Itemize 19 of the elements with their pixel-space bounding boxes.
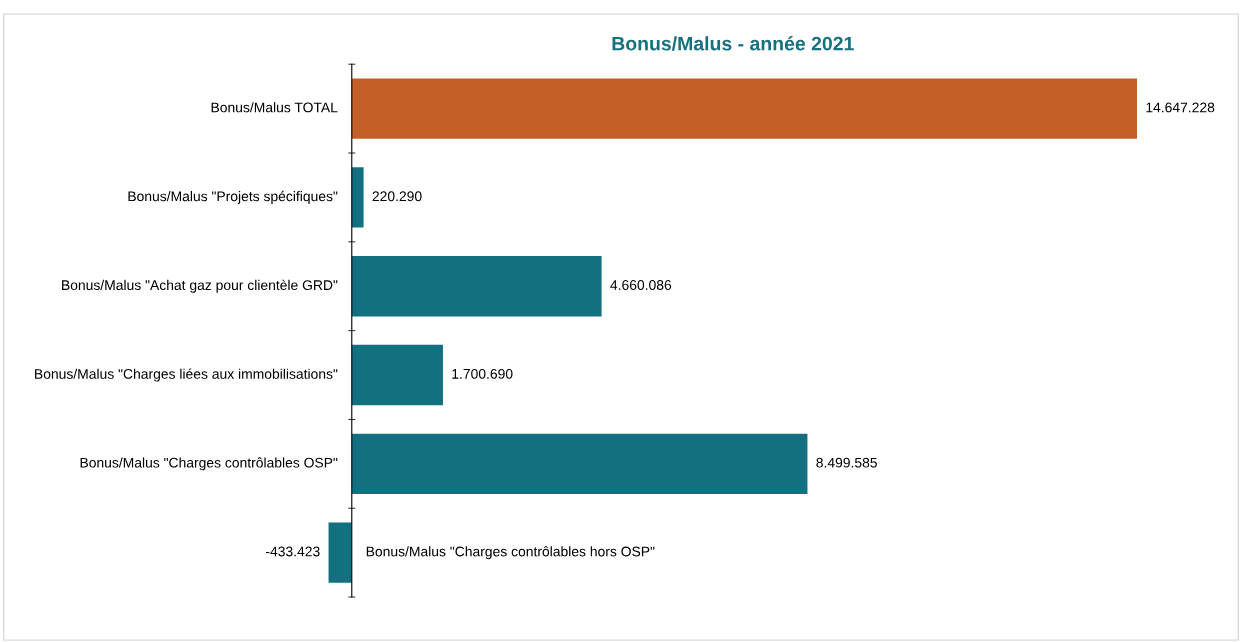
data-label: 14.647.228: [1146, 102, 1215, 113]
bar: [328, 522, 352, 583]
chart-title: Bonus/Malus - année 2021: [612, 36, 854, 51]
y-tick-label: Bonus/Malus "Charges contrôlables hors OSP": [366, 546, 655, 560]
bar: [351, 433, 808, 495]
data-label: 1.700.690: [452, 368, 513, 379]
y-tick-label: Bonus/Malus "Charges liées aux immobilisations": [35, 368, 338, 382]
y-tick-label: Bonus/Malus TOTAL: [211, 102, 338, 113]
data-label: -433.423: [266, 546, 320, 557]
bar: [351, 344, 443, 406]
y-tick-label: Bonus/Malus "Charges contrôlables OSP": [80, 457, 338, 471]
y-tick-label: Bonus/Malus "Achat gaz pour clientèle GRD": [62, 279, 338, 293]
bar: [351, 167, 364, 228]
y-tick-label: Bonus/Malus "Projets spécifiques": [128, 190, 338, 204]
data-label: 220.290: [372, 191, 422, 202]
bar: [351, 256, 602, 317]
data-label: 4.660.086: [610, 280, 672, 290]
bar: [351, 78, 1138, 139]
data-label: 8.499.585: [816, 457, 877, 468]
